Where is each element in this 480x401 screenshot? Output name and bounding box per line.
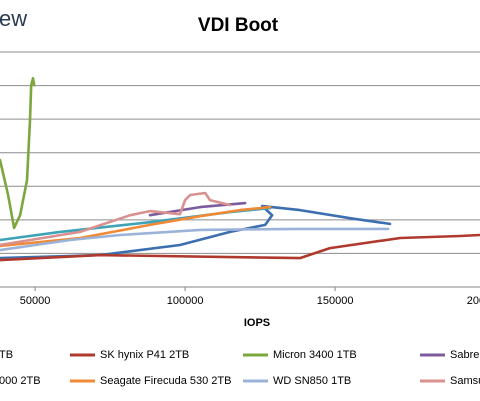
legend-label: Micron 3400 1TB	[273, 349, 357, 361]
x-tick-label: 100000	[167, 295, 204, 307]
legend-label: Sabre	[450, 349, 479, 361]
x-tick-label: 50000	[20, 295, 51, 307]
legend-label: Samsu	[450, 375, 480, 387]
series-line	[0, 76, 36, 230]
legend-label: Seagate Firecuda 530 2TB	[100, 375, 231, 387]
watermark: ew	[0, 6, 27, 31]
legend-label: SK hynix P41 2TB	[100, 349, 189, 361]
x-axis-title: IOPS	[244, 317, 270, 329]
series-line	[0, 191, 232, 247]
series-line	[0, 227, 390, 252]
x-tick-label: 150000	[317, 295, 354, 307]
legend-label: WD SN850 1TB	[273, 375, 351, 387]
chart-title: VDI Boot	[198, 15, 279, 36]
x-tick-label: 200000	[467, 295, 480, 307]
legend-label: TB	[0, 349, 13, 361]
legend-label: 000 2TB	[0, 375, 41, 387]
series-line	[0, 204, 392, 260]
series-line	[0, 233, 480, 262]
